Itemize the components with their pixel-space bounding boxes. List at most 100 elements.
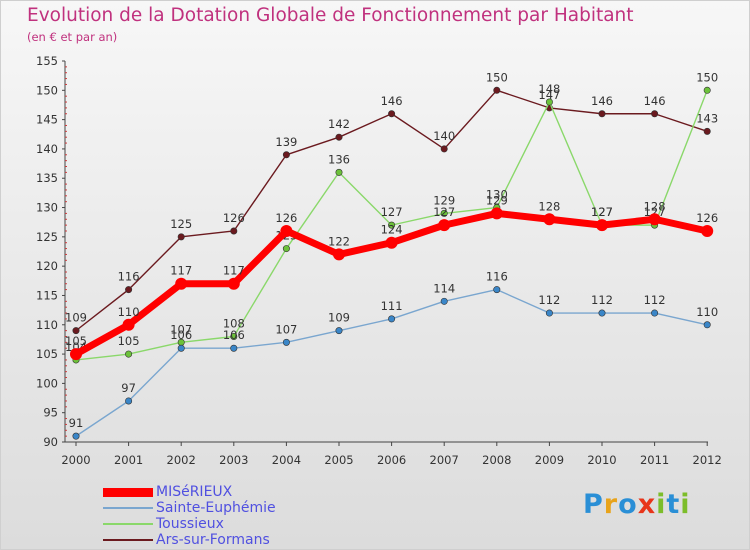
point-toussieux — [440, 209, 448, 217]
y-tick-label: 115 — [36, 288, 58, 302]
legend-swatch-toussieux — [103, 523, 153, 525]
x-tick-label: 2005 — [324, 453, 353, 467]
y-tick-label: 155 — [36, 54, 58, 68]
point-ars-sur-formans — [335, 133, 343, 141]
point-ars-sur-formans — [598, 110, 606, 118]
data-label-ars-sur-formans: 125 — [170, 217, 192, 231]
point-toussieux — [230, 332, 238, 340]
y-tick-label: 125 — [36, 230, 58, 244]
x-tick-label: 2008 — [482, 453, 511, 467]
point-miserieux — [227, 277, 240, 290]
data-label-sainte-euphemie: 106 — [223, 328, 245, 342]
data-label-ars-sur-formans: 116 — [118, 270, 140, 284]
legend-swatch-miserieux — [103, 487, 153, 497]
data-label-sainte-euphemie: 109 — [328, 311, 350, 325]
point-sainte-euphemie — [72, 432, 80, 440]
logo-letter: i — [656, 489, 667, 520]
point-miserieux — [122, 318, 135, 331]
point-miserieux — [490, 207, 503, 220]
legend-label-ars-sur-formans: Ars-sur-Formans — [156, 532, 270, 548]
data-label-miserieux: 122 — [328, 234, 350, 248]
data-label-miserieux: 128 — [538, 199, 560, 213]
logo-letter: r — [603, 489, 619, 520]
point-sainte-euphemie — [230, 344, 238, 352]
y-tick-label: 120 — [36, 259, 58, 273]
point-ars-sur-formans — [651, 110, 659, 118]
data-label-ars-sur-formans: 150 — [486, 70, 508, 84]
point-sainte-euphemie — [282, 338, 290, 346]
data-label-miserieux: 126 — [696, 211, 718, 225]
data-label-sainte-euphemie: 97 — [121, 381, 136, 395]
data-label-miserieux: 128 — [644, 199, 666, 213]
chart-subtitle: (en € et par an) — [27, 30, 118, 44]
point-miserieux — [70, 348, 82, 361]
data-label-sainte-euphemie: 116 — [486, 270, 508, 284]
x-tick-label: 2003 — [219, 453, 248, 467]
data-label-ars-sur-formans: 126 — [223, 211, 245, 225]
data-label-toussieux: 108 — [223, 316, 245, 330]
point-sainte-euphemie — [493, 286, 501, 294]
point-sainte-euphemie — [177, 344, 185, 352]
data-label-toussieux: 127 — [591, 205, 613, 219]
point-toussieux — [388, 221, 396, 229]
point-miserieux — [175, 277, 188, 290]
x-tick-label: 2011 — [640, 453, 669, 467]
data-label-miserieux: 124 — [381, 223, 403, 237]
data-label-ars-sur-formans: 146 — [644, 94, 666, 108]
legend-item-toussieux: Toussieux — [103, 516, 224, 532]
point-toussieux — [545, 98, 553, 106]
x-tick-label: 2009 — [535, 453, 564, 467]
point-toussieux — [703, 86, 711, 94]
data-label-toussieux: 127 — [381, 205, 403, 219]
data-label-sainte-euphemie: 91 — [69, 416, 84, 430]
data-label-toussieux: 150 — [696, 70, 718, 84]
logo-letter: x — [637, 489, 657, 520]
x-tick-label: 2010 — [587, 453, 616, 467]
data-label-sainte-euphemie: 114 — [433, 281, 455, 295]
data-label-sainte-euphemie: 107 — [275, 322, 297, 336]
point-sainte-euphemie — [440, 297, 448, 305]
point-ars-sur-formans — [230, 227, 238, 235]
legend-label-sainte-euphemie: Sainte-Euphémie — [156, 500, 276, 516]
data-label-toussieux: 129 — [433, 193, 455, 207]
point-toussieux — [335, 168, 343, 176]
legend-item-sainte-euphemie: Sainte-Euphémie — [103, 500, 276, 516]
data-label-ars-sur-formans: 147 — [538, 88, 560, 102]
data-label-miserieux: 105 — [65, 334, 87, 348]
chart-title: Evolution de la Dotation Globale de Fonc… — [27, 5, 634, 26]
y-tick-label: 90 — [43, 435, 58, 449]
point-ars-sur-formans — [440, 145, 448, 153]
point-ars-sur-formans — [177, 233, 185, 241]
data-label-toussieux: 105 — [118, 334, 140, 348]
legend-item-ars-sur-formans: Ars-sur-Formans — [103, 532, 270, 548]
point-ars-sur-formans — [703, 127, 711, 135]
x-tick-label: 2004 — [272, 453, 301, 467]
data-label-ars-sur-formans: 142 — [328, 117, 350, 131]
data-label-toussieux: 107 — [170, 322, 192, 336]
y-tick-label: 140 — [36, 142, 58, 156]
data-label-sainte-euphemie: 111 — [381, 299, 403, 313]
point-ars-sur-formans — [72, 327, 80, 335]
data-label-toussieux: 127 — [644, 205, 666, 219]
data-label-toussieux: 130 — [486, 188, 508, 202]
point-toussieux — [125, 350, 133, 358]
data-label-ars-sur-formans: 139 — [275, 135, 297, 149]
point-miserieux — [648, 213, 661, 226]
x-tick-label: 2002 — [167, 453, 196, 467]
logo-letter: P — [583, 489, 604, 520]
data-label-miserieux: 126 — [275, 211, 297, 225]
data-label-ars-sur-formans: 140 — [433, 129, 455, 143]
y-tick-label: 100 — [36, 376, 58, 390]
data-label-miserieux: 110 — [118, 305, 140, 319]
logo-letter: t — [666, 489, 681, 520]
data-label-sainte-euphemie: 112 — [538, 293, 560, 307]
point-sainte-euphemie — [335, 327, 343, 335]
x-tick-label: 2000 — [61, 453, 90, 467]
y-tick-label: 105 — [36, 347, 58, 361]
y-tick-label: 150 — [36, 83, 58, 97]
x-tick-label: 2001 — [114, 453, 143, 467]
x-tick-label: 2006 — [377, 453, 406, 467]
point-miserieux — [596, 219, 608, 232]
point-miserieux — [543, 213, 556, 226]
